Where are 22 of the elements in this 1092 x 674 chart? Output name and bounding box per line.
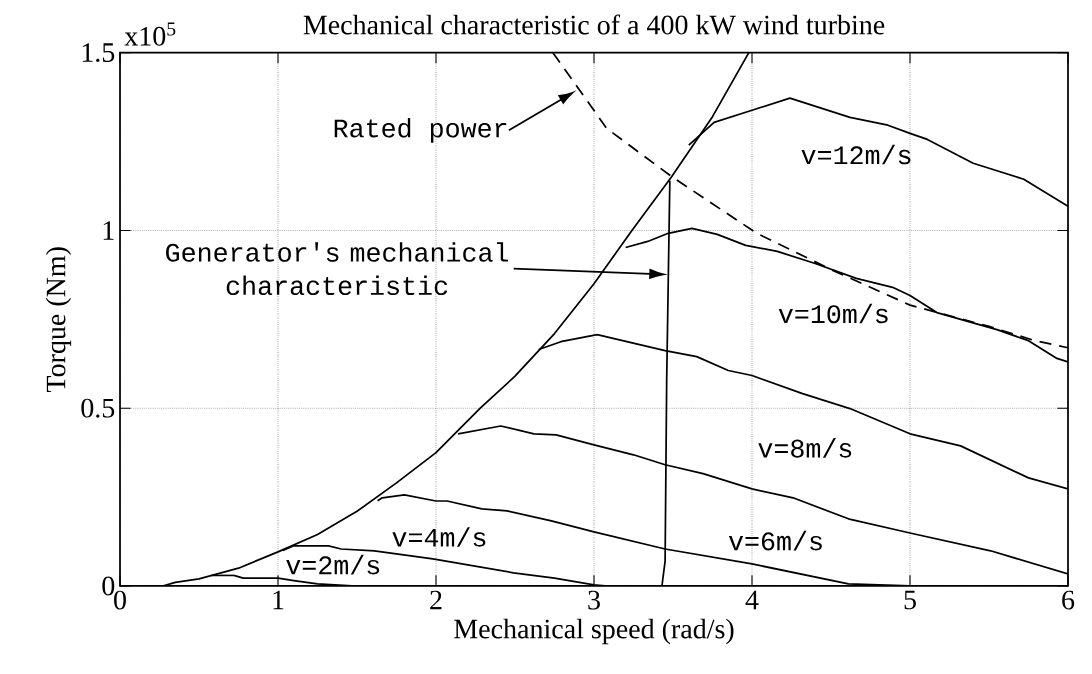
- y-tick-label: 1.5: [82, 43, 115, 63]
- annotation: v=2m/s: [286, 554, 380, 575]
- y-tick-label: 0: [102, 576, 115, 596]
- annotation: v=12m/s: [801, 144, 911, 165]
- x-axis-title: Mechanical speed (rad/s): [454, 618, 734, 645]
- annotation: v=6m/s: [728, 530, 822, 551]
- x-tick-label: 5: [904, 590, 916, 610]
- annotation: v=4m/s: [392, 527, 486, 547]
- y-axis-title: Torque (Nm): [45, 247, 72, 393]
- x-tick-label: 3: [588, 590, 600, 610]
- x-tick-label: 6: [1062, 590, 1075, 610]
- x-tick-label: 1: [273, 590, 284, 610]
- chart-title: Mechanical characteristic of a 400 kW wind turbine: [303, 14, 885, 35]
- y-tick-label: 0.5: [81, 398, 115, 418]
- y-tick-label: 1: [103, 221, 114, 240]
- text: x10$^{5}$: [124, 22, 176, 46]
- x-tick-label: 4: [745, 590, 759, 610]
- annotation: v=8m/s: [758, 438, 852, 458]
- annotation: v=10m/s: [778, 303, 888, 324]
- x-tick-label: 2: [430, 590, 442, 610]
- annotation: Rated power: [334, 117, 507, 143]
- annotation: Generator's mechanical characteristic: [166, 242, 509, 296]
